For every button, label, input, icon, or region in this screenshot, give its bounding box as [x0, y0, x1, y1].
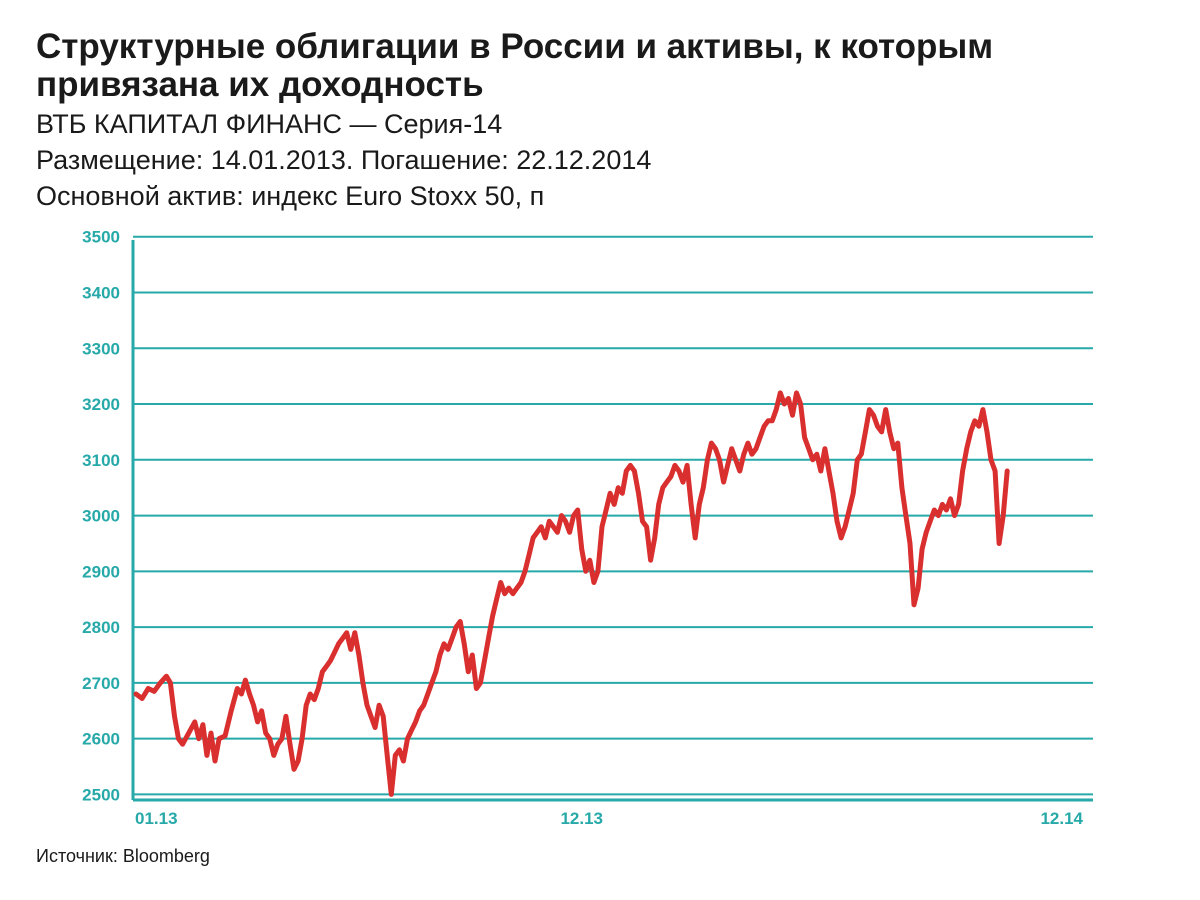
y-tick-label: 3400: [82, 284, 120, 303]
chart-title: Структурные облигации в России и активы,…: [36, 27, 994, 104]
y-tick-labels: 2500 2600 2700 2800 2900 3000 3100 3200 3300 3400…: [82, 228, 120, 805]
grid: [133, 235, 1093, 796]
y-tick-label: 2600: [82, 730, 120, 749]
x-tick-label: 12.13: [560, 809, 603, 828]
y-tick-label: 2500: [82, 785, 120, 804]
y-tick-label: 3300: [82, 339, 120, 358]
series-layer: [133, 390, 1010, 797]
y-tick-label: 2900: [82, 562, 120, 581]
y-tick-label: 3200: [82, 395, 120, 414]
y-tick-label: 3500: [82, 228, 120, 247]
axes: [131, 240, 1093, 802]
chart-subtitle-issuer: ВТБ КАПИТАЛ ФИНАНС — Серия-14: [36, 109, 503, 139]
source-note: Источник: Bloomberg: [36, 846, 210, 866]
y-tick-label: 3100: [82, 451, 120, 470]
chart-subtitle-dates: Размещение: 14.01.2013. Погашение: 22.12…: [36, 145, 652, 175]
x-tick-label: 01.13: [135, 809, 178, 828]
x-tick-labels: 01.13 12.13 12.14: [135, 809, 1084, 828]
line-chart: 2500 2600 2700 2800 2900 3000 3100 3200 3300 3400…: [82, 228, 1093, 828]
series-line-0: [133, 390, 1010, 797]
y-tick-label: 3000: [82, 507, 120, 526]
chart-subtitle-asset: Основной актив: индекс Euro Stoxx 50, п: [36, 181, 545, 211]
y-tick-label: 2800: [82, 618, 120, 637]
y-tick-label: 2700: [82, 674, 120, 693]
x-tick-label: 12.14: [1040, 809, 1083, 828]
